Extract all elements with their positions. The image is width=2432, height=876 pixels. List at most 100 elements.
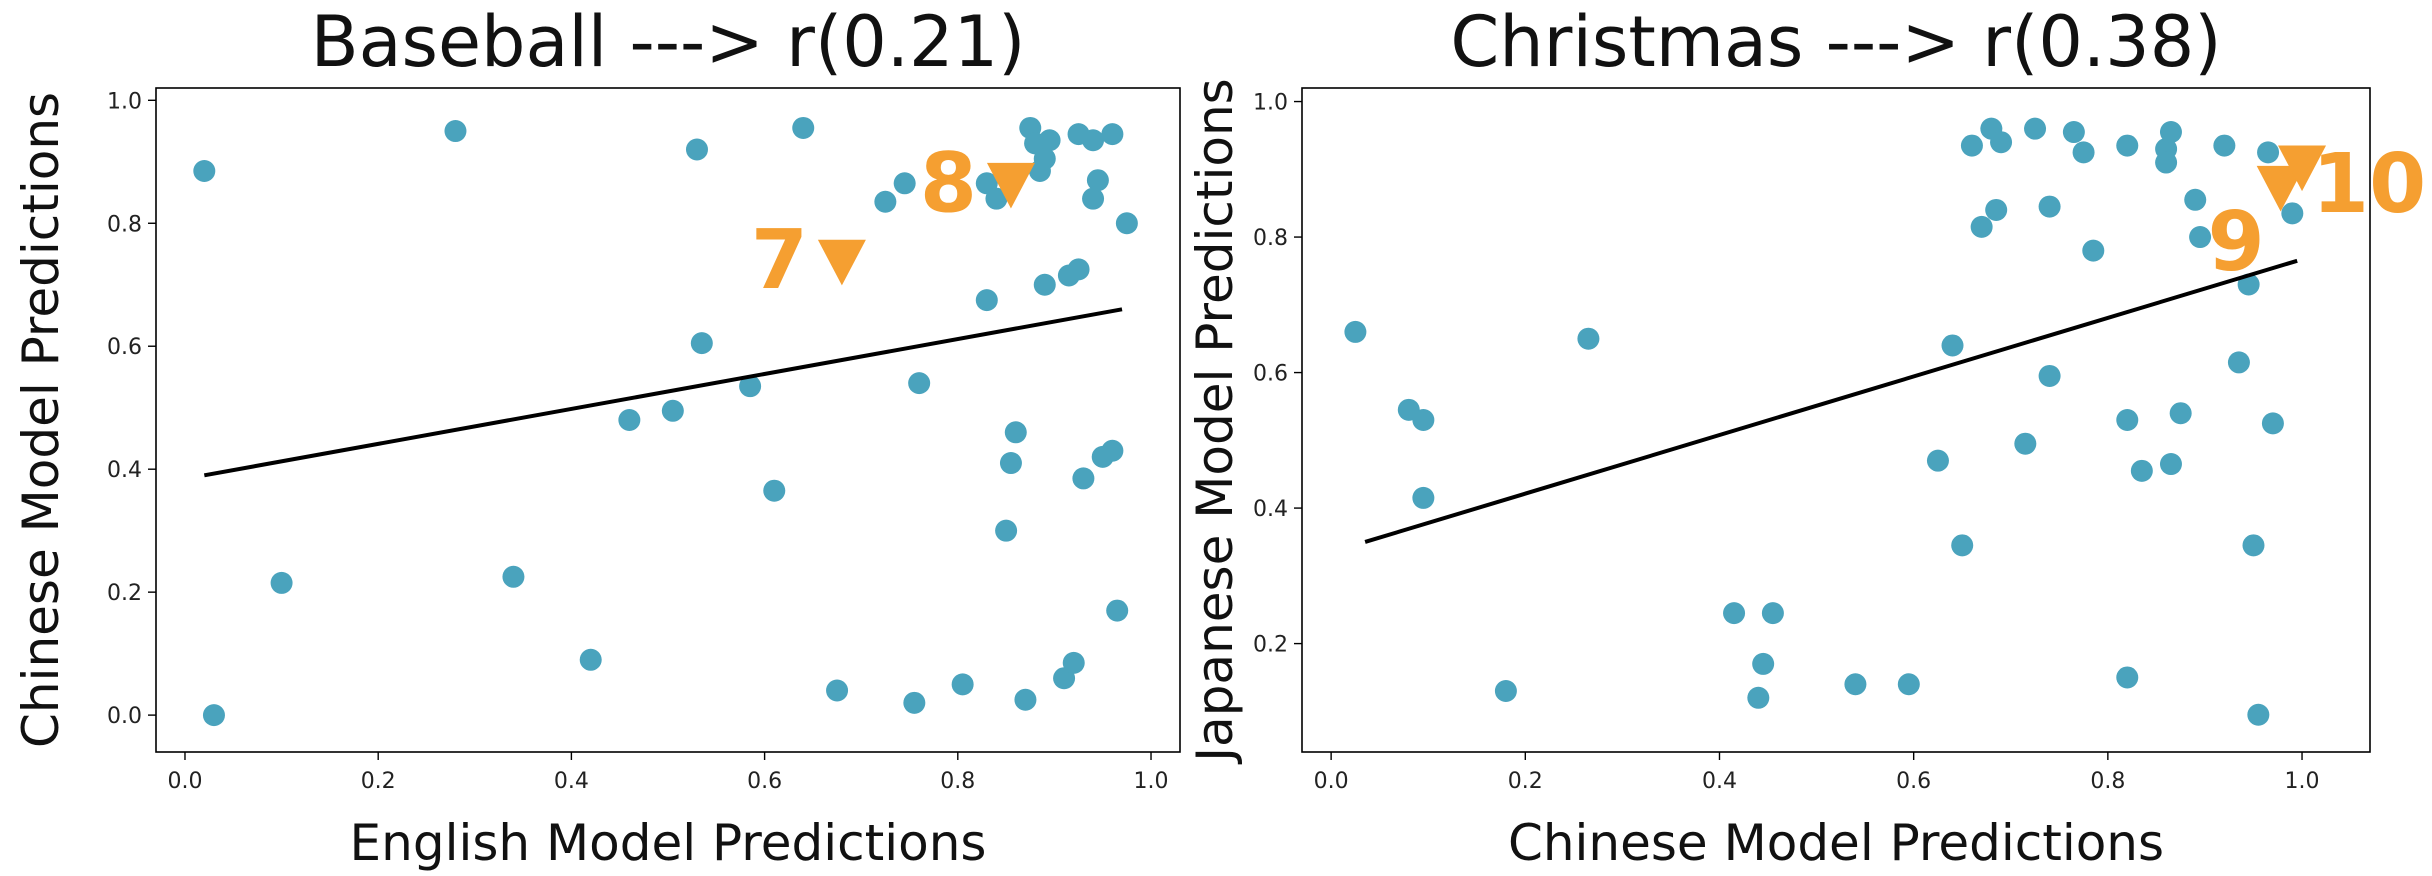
data-point [2155, 151, 2178, 174]
annotation-marker [2278, 145, 2327, 192]
data-point [985, 187, 1008, 210]
data-point [826, 679, 849, 702]
data-point [1761, 602, 1784, 625]
data-point [874, 190, 897, 213]
data-point [2038, 195, 2061, 218]
data-point [1344, 320, 1367, 343]
data-point [685, 138, 708, 161]
regression-line [203, 307, 1123, 478]
data-point [2169, 402, 2192, 425]
annotation-marker [817, 239, 866, 286]
annotation-label: 9 [2208, 195, 2265, 290]
x-tick-label: 0.0 [1314, 769, 1349, 794]
data-point [951, 673, 974, 696]
data-point [690, 332, 713, 355]
data-point [1985, 198, 2008, 221]
data-point [1747, 686, 1770, 709]
y-tick-label: 0.2 [1253, 633, 1288, 658]
data-point [1014, 688, 1037, 711]
regression-line [1364, 258, 2298, 544]
y-tick-label: 0.2 [107, 581, 142, 606]
data-point [1086, 169, 1109, 192]
annotation-label: 7 [751, 213, 808, 308]
x-axis-label: English Model Predictions [350, 814, 987, 872]
data-point [893, 172, 916, 195]
data-point [1101, 439, 1124, 462]
y-tick-label: 0.6 [1253, 362, 1288, 387]
data-point [2062, 121, 2085, 144]
data-point [2159, 453, 2182, 476]
data-point [739, 375, 762, 398]
chart-baseball: 0.0 0.2 0.4 0.6 0.8 1.0 0.00.20.40.60.81.0 78… [12, 1, 1181, 872]
data-point [2130, 459, 2153, 482]
data-point [2213, 134, 2236, 157]
y-tick-label: 0.0 [107, 704, 142, 729]
data-point [1115, 212, 1138, 235]
data-point [193, 160, 216, 182]
data-point [1067, 258, 1090, 281]
data-point [1577, 327, 1600, 350]
chart-title: Christmas ---> r(0.38) [1450, 1, 2221, 83]
x-tick-label: 0.6 [747, 769, 782, 794]
data-point [903, 691, 926, 714]
data-point [1990, 131, 2013, 154]
data-point [1033, 273, 1056, 296]
data-point [1082, 129, 1105, 152]
x-tick-label: 0.6 [1896, 769, 1931, 794]
y-axis-label: Chinese Model Predictions [12, 92, 70, 748]
data-point [270, 571, 293, 594]
annotation-label: 8 [920, 136, 977, 231]
data-point [2116, 409, 2139, 431]
x-tick-label: 1.0 [2285, 769, 2320, 794]
data-point [1106, 599, 1129, 622]
x-axis-ticks: 0.0 0.2 0.4 0.6 0.8 1.0 [1314, 752, 2320, 794]
y-tick-label: 1.0 [107, 89, 142, 114]
data-point [1082, 187, 1105, 210]
data-point [1941, 334, 1964, 357]
annotations: 78 [751, 136, 1035, 308]
x-tick-label: 0.8 [2090, 769, 2125, 794]
x-axis-ticks: 0.0 0.2 0.4 0.6 0.8 1.0 [167, 752, 1169, 794]
data-point [2082, 239, 2105, 262]
data-point [1033, 147, 1056, 170]
data-point [2261, 412, 2284, 435]
annotation-marker [2256, 165, 2305, 212]
data-point [999, 452, 1022, 475]
y-axis-label: Japanese Model Predictions [1186, 78, 1244, 764]
data-point [2184, 188, 2207, 211]
x-tick-label: 0.8 [940, 769, 975, 794]
data-point [1723, 602, 1746, 625]
chart-title: Baseball ---> r(0.21) [311, 1, 1026, 83]
data-point [2281, 202, 2304, 225]
data-point [763, 479, 786, 502]
annotation-marker [986, 162, 1035, 209]
data-point [1926, 449, 1949, 472]
data-point [792, 116, 815, 139]
data-point [2116, 666, 2139, 689]
plot-frame [1301, 87, 2371, 753]
data-point [2189, 226, 2212, 249]
data-point [1412, 486, 1435, 509]
y-tick-label: 0.6 [107, 335, 142, 360]
x-tick-label: 0.4 [554, 769, 589, 794]
data-points [193, 116, 1138, 727]
data-point [1897, 673, 1920, 696]
data-point [1970, 215, 1993, 238]
plot-frame [155, 87, 1181, 753]
annotation-label: 10 [2312, 137, 2426, 232]
data-point [975, 289, 998, 312]
data-point [1844, 673, 1867, 696]
x-axis-label: Chinese Model Predictions [1508, 814, 2164, 872]
x-tick-label: 0.2 [361, 769, 396, 794]
data-point [1101, 123, 1124, 146]
data-point [2257, 141, 2280, 164]
data-point [1951, 534, 1974, 557]
y-tick-label: 0.4 [107, 458, 142, 483]
data-point [1752, 652, 1775, 675]
y-axis-ticks: 0.2 0.4 0.6 0.8 1.0 [1253, 91, 1302, 658]
data-point [2227, 351, 2250, 374]
data-point [1004, 421, 1027, 444]
data-point [2024, 117, 2047, 140]
data-point [2159, 121, 2182, 144]
